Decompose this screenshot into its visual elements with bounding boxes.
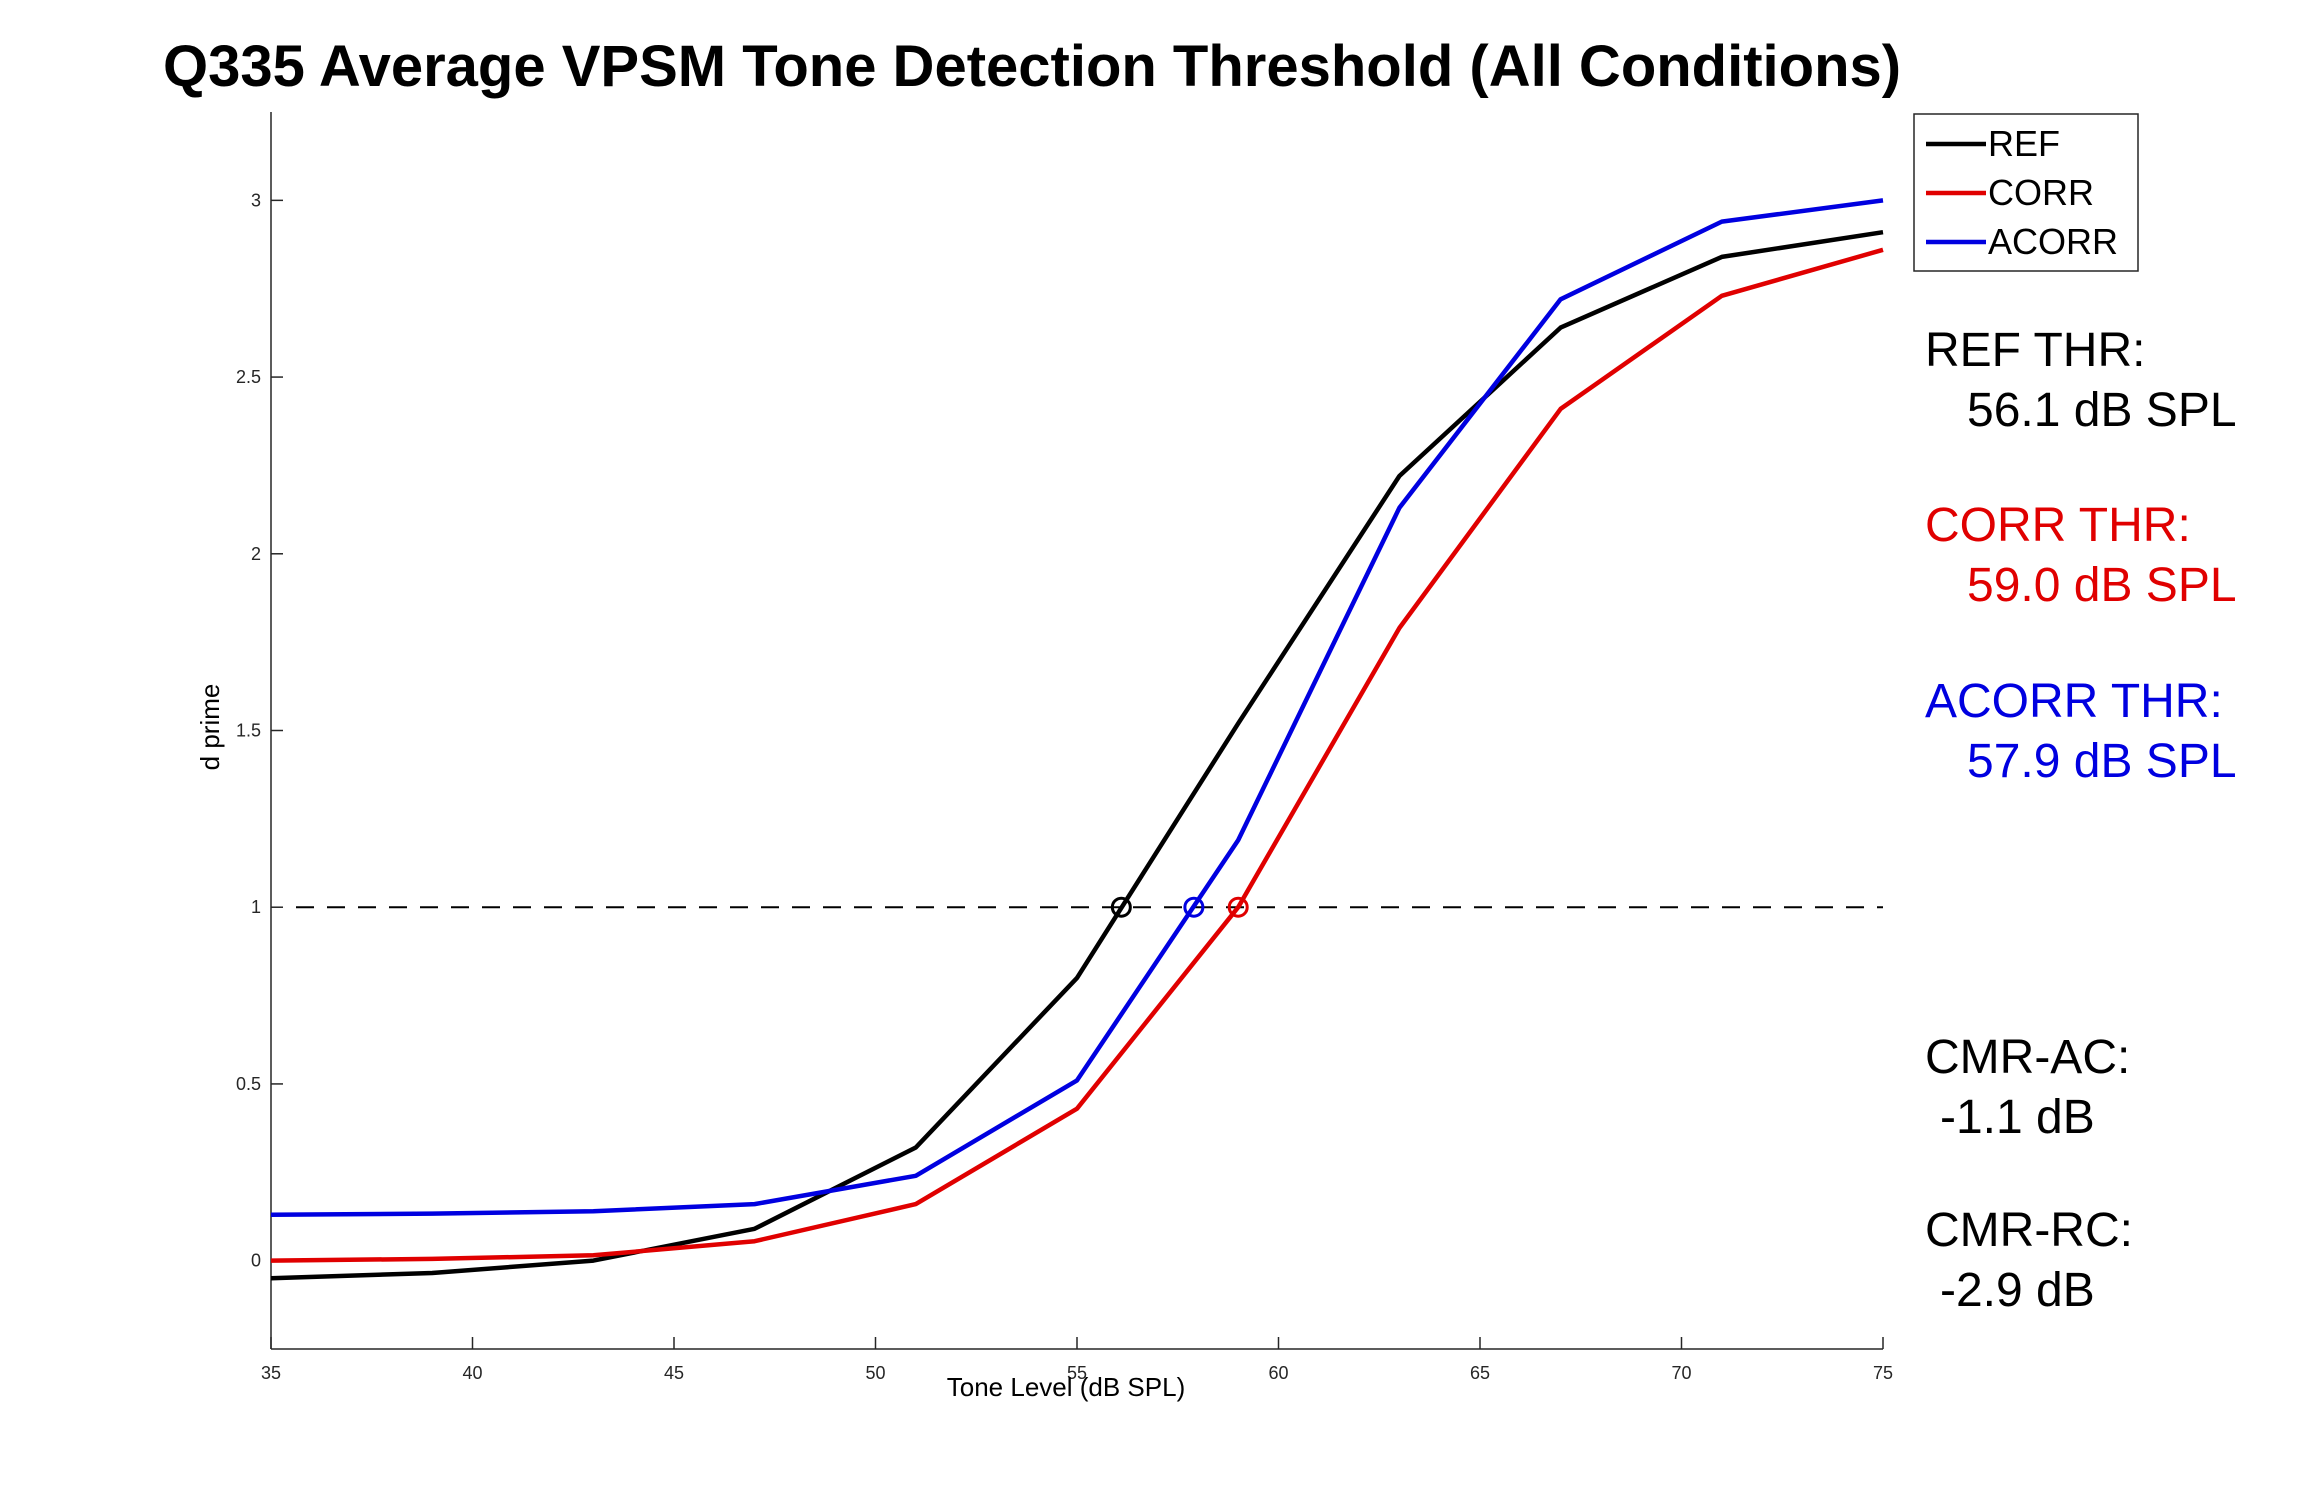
threshold-marker-acorr [1183,896,1205,918]
y-axis-label: d prime [195,684,225,771]
series-line-ref [270,229,1884,1281]
x-tick-label: 35 [261,1363,281,1383]
y-tick-label: 1 [251,897,261,917]
annotation-value: 57.9 dB SPL [1967,735,2237,788]
annotation-value: -1.1 dB [1940,1091,2095,1144]
axes: 35 40 45 50 55 60 65 70 75 0 0.5 1 1.5 2 2.5 3 [236,112,1893,1383]
x-tick-label: 40 [462,1363,482,1383]
x-tick-label: 50 [865,1363,885,1383]
annotation-heading: CORR THR: [1925,499,2191,552]
series-lines [270,198,1884,1281]
x-tick-label: 75 [1873,1363,1893,1383]
y-tick-label: 2 [251,544,261,564]
annotation-heading: CMR-AC: [1925,1031,2130,1084]
legend-label-ref: REF [1988,123,2060,164]
series-line-acorr [270,198,1884,1217]
annotation-value: -2.9 dB [1940,1264,2095,1317]
y-tick-label: 0.5 [236,1074,261,1094]
legend-label-corr: CORR [1988,172,2094,213]
x-axis-label: Tone Level (dB SPL) [947,1372,1185,1402]
chart-title: Q335 Average VPSM Tone Detection Thresho… [163,34,1901,99]
y-tick-label: 0 [251,1251,261,1271]
x-tick-label: 70 [1671,1363,1691,1383]
x-tick-label: 60 [1268,1363,1288,1383]
y-tick-label: 2.5 [236,367,261,387]
y-tick-label: 1.5 [236,721,261,741]
y-tick-label: 3 [251,190,261,210]
annotation-heading: ACORR THR: [1925,675,2223,728]
legend: REF CORR ACORR [1913,113,2139,272]
threshold-marker-corr [1227,896,1249,918]
threshold-marker-ref [1110,896,1132,918]
x-tick-label: 65 [1470,1363,1490,1383]
annotation-value: 59.0 dB SPL [1967,559,2237,612]
x-tick-label: 45 [664,1363,684,1383]
legend-label-acorr: ACORR [1988,221,2118,262]
annotation-heading: CMR-RC: [1925,1204,2133,1257]
threshold-markers [1110,896,1249,918]
series-line-corr [270,247,1884,1263]
annotations: REF THR: 56.1 dB SPL CORR THR: 59.0 dB SPL A… [1925,324,2237,1317]
x-tick-label: 55 [1067,1363,1087,1383]
annotation-heading: REF THR: [1925,324,2145,377]
annotation-value: 56.1 dB SPL [1967,384,2237,437]
